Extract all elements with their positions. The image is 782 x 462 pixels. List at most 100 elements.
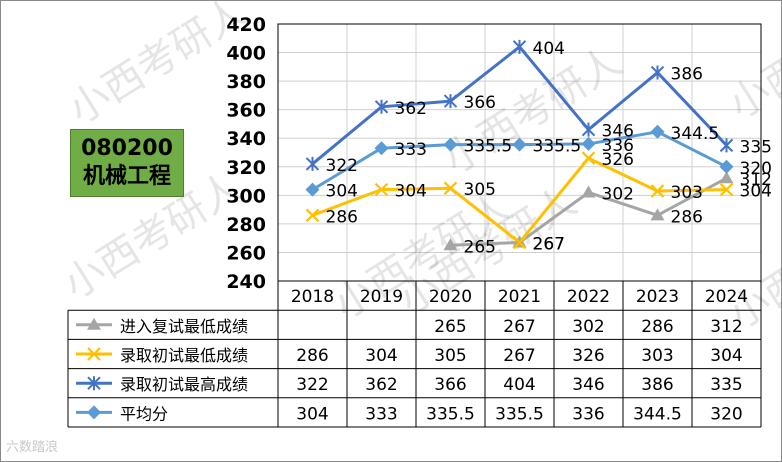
data-label: 346 [602, 122, 634, 142]
y-tick-label: 300 [226, 185, 266, 207]
category-label: 2018 [291, 287, 334, 307]
category-label: 2021 [498, 287, 541, 307]
y-tick-label: 280 [226, 214, 266, 236]
table-cell: 386 [641, 375, 673, 395]
data-label: 326 [602, 150, 634, 170]
data-point [443, 181, 458, 195]
y-tick-label: 400 [226, 43, 266, 65]
data-point [581, 136, 596, 151]
data-label: 333 [395, 140, 427, 160]
data-point [87, 405, 101, 420]
table-cell: 286 [641, 317, 673, 337]
data-label: 312 [740, 170, 772, 190]
table-cell: 267 [503, 317, 535, 337]
data-label: 286 [671, 207, 703, 227]
table-cell: 335.5 [426, 404, 475, 424]
table-cell: 320 [710, 404, 742, 424]
table-cell: 366 [434, 375, 466, 395]
y-tick-label: 360 [226, 100, 266, 122]
data-point [650, 184, 665, 198]
data-point [581, 122, 596, 137]
data-label: 366 [464, 93, 496, 113]
table-cell: 304 [296, 404, 328, 424]
category-label: 2020 [429, 287, 472, 307]
y-tick-label: 260 [226, 242, 266, 264]
y-tick-label: 240 [226, 271, 266, 293]
category-label: 2023 [636, 287, 679, 307]
data-point [650, 124, 665, 139]
data-label: 404 [533, 39, 565, 59]
data-label: 303 [671, 183, 703, 203]
major-name: 机械工程 [82, 164, 171, 189]
data-label: 304 [326, 182, 358, 202]
data-point [512, 235, 527, 250]
data-point [374, 182, 389, 197]
major-badge: 080200 机械工程 [70, 129, 184, 197]
y-tick-label: 380 [226, 71, 266, 93]
data-point [512, 137, 527, 152]
table-cell: 362 [365, 375, 397, 395]
data-label: 322 [326, 156, 358, 176]
category-label: 2019 [360, 287, 403, 307]
data-point [443, 94, 458, 109]
data-point [443, 137, 458, 152]
watermark-logo: 六数踏浪 [6, 440, 59, 455]
data-label: 304 [740, 182, 772, 202]
table-cell: 322 [296, 375, 328, 395]
table-cell: 302 [572, 317, 604, 337]
data-point [650, 208, 665, 221]
data-point [305, 156, 320, 171]
data-point [719, 182, 734, 197]
data-label: 267 [533, 234, 565, 254]
legend-label: 平均分 [120, 404, 168, 423]
table-cell: 312 [710, 317, 742, 337]
data-point [719, 138, 734, 153]
table-cell: 333 [365, 404, 397, 424]
data-label: 335.5 [533, 137, 582, 157]
major-code: 080200 [81, 136, 173, 161]
data-point [581, 185, 596, 198]
table-cell: 265 [434, 317, 466, 337]
data-point [650, 65, 665, 80]
y-tick-label: 320 [226, 157, 266, 179]
table-cell: 404 [503, 375, 535, 395]
plot-border [277, 23, 762, 282]
legend-label: 进入复试最低成绩 [120, 317, 248, 336]
data-point [305, 208, 320, 223]
data-point [512, 39, 527, 54]
y-tick-label: 340 [226, 128, 266, 150]
data-point [581, 151, 596, 165]
data-point [443, 238, 458, 251]
data-label: 305 [464, 180, 496, 200]
data-point [719, 159, 734, 174]
data-label: 286 [326, 207, 358, 227]
data-label: 320 [740, 159, 772, 179]
data-point [719, 171, 734, 184]
table-cell: 303 [641, 346, 673, 366]
table-cell: 336 [572, 404, 604, 424]
data-point [374, 141, 389, 156]
legend-label: 录取初试最高成绩 [120, 375, 248, 394]
data-label: 386 [671, 65, 703, 85]
data-point [305, 182, 320, 197]
table-cell: 335.5 [495, 404, 544, 424]
data-label: 302 [602, 184, 634, 204]
table-cell: 267 [503, 346, 535, 366]
data-label: 336 [602, 136, 634, 156]
data-label: 267 [533, 234, 565, 254]
data-label: 335.5 [464, 137, 513, 157]
table-cell: 305 [434, 346, 466, 366]
data-point [87, 317, 101, 330]
data-label: 304 [395, 182, 427, 202]
data-label: 265 [464, 237, 496, 257]
category-label: 2022 [567, 287, 610, 307]
data-label: 335 [740, 137, 772, 157]
data-point [374, 99, 389, 114]
table-cell: 335 [710, 375, 742, 395]
table-cell: 346 [572, 375, 604, 395]
data-label: 344.5 [671, 124, 720, 144]
table-cell: 326 [572, 346, 604, 366]
table-cell: 304 [365, 346, 397, 366]
y-tick-label: 420 [226, 14, 266, 36]
